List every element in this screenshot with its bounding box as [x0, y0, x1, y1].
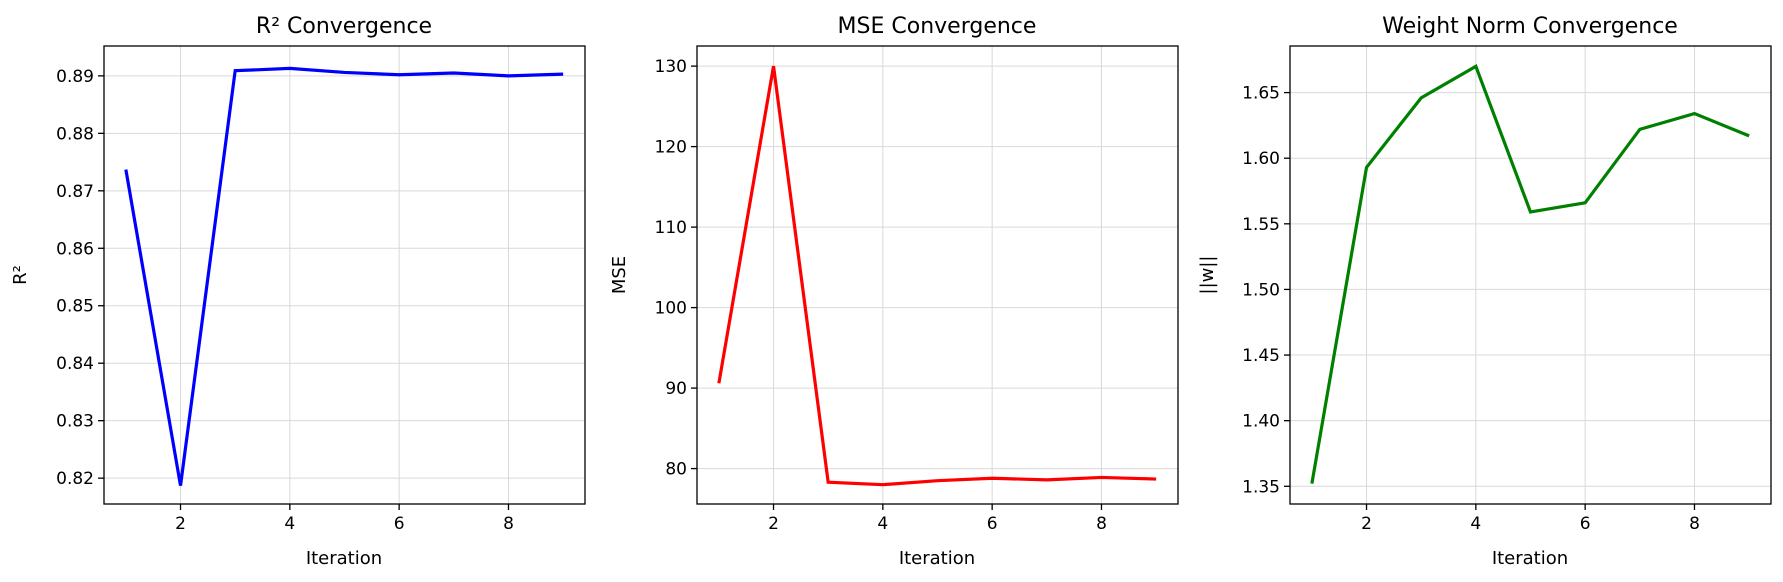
panel-mse-ytick-label-1: 90: [665, 379, 687, 399]
panel-mse-ylabel: MSE: [609, 256, 630, 294]
panel-r2-plot-area: 2 4 6 8 0.82 0.83 0.84 0.85 0.86 0.87 0.88 0.89: [56, 45, 586, 534]
panel-r2-ytick-label-6: 0.88: [56, 124, 94, 144]
panel-mse-ytick-label-4: 120: [655, 138, 687, 158]
panel-weight-norm-ylabel: ||w||: [1197, 256, 1218, 295]
panel-r2-ytick-label-3: 0.85: [56, 297, 94, 317]
panel-weight-norm-xtick-label-0: 2: [1361, 514, 1372, 534]
panel-weight-norm-ytick-label-5: 1.60: [1242, 149, 1280, 169]
panel-r2-xlabel: Iteration: [306, 548, 382, 569]
panel-mse-ytick-label-5: 130: [655, 57, 687, 77]
panel-mse-xtick-label-0: 2: [768, 514, 779, 534]
panel-weight-norm-plot-area: 2 4 6 8 1.35 1.40 1.45 1.50 1.55 1.60 1.65: [1242, 45, 1772, 534]
panel-weight-norm-series-line: [1310, 64, 1750, 484]
panel-r2-xtick-label-0: 2: [175, 514, 186, 534]
panel-weight-norm-ytick-label-4: 1.55: [1242, 215, 1280, 235]
panel-r2-ytick-label-7: 0.89: [56, 67, 94, 87]
panel-weight-norm-ytick-label-0: 1.35: [1242, 477, 1280, 497]
panel-mse-xtick-label-3: 8: [1096, 514, 1107, 534]
panel-weight-norm-xtick-label-3: 8: [1689, 514, 1700, 534]
panel-r2-xtick-label-3: 8: [503, 514, 514, 534]
panel-r2-ylabel: R²: [10, 265, 31, 285]
panel-weight-norm-xtick-label-2: 6: [1580, 514, 1591, 534]
panel-weight-norm-ytick-label-3: 1.50: [1242, 280, 1280, 300]
panel-weight-norm-xlabel: Iteration: [1492, 548, 1568, 569]
panel-mse-title: MSE Convergence: [838, 14, 1037, 39]
panel-mse-axes-frame: [696, 45, 1179, 505]
panel-r2-series-line: [124, 66, 564, 486]
panel-r2-ytick-label-2: 0.84: [56, 354, 94, 374]
panel-weight-norm-ytick-label-1: 1.40: [1242, 412, 1280, 432]
panel-weight-norm-title: Weight Norm Convergence: [1382, 14, 1678, 39]
panel-r2-title: R² Convergence: [256, 14, 432, 39]
panel-weight-norm: Weight Norm Convergence Iteration ||w|| …: [1197, 14, 1772, 569]
panel-r2-xtick-label-2: 6: [394, 514, 405, 534]
panel-mse-series-line: [717, 65, 1157, 487]
panel-mse-xtick-label-1: 4: [877, 514, 888, 534]
panel-weight-norm-ytick-label-6: 1.65: [1242, 84, 1280, 104]
panel-r2-xtick-label-1: 4: [284, 514, 295, 534]
panel-r2-ytick-label-5: 0.87: [56, 182, 94, 202]
panel-mse: MSE Convergence Iteration MSE 2 4 6 8 80 90 10…: [609, 14, 1179, 569]
panel-mse-plot-area: 2 4 6 8 80 90 100 110 120 130: [655, 45, 1179, 534]
panel-weight-norm-ytick-label-2: 1.45: [1242, 346, 1280, 366]
panel-r2-axes-frame: [103, 45, 586, 505]
panel-weight-norm-axes-frame: [1289, 45, 1772, 505]
panel-mse-ytick-label-3: 110: [655, 218, 687, 238]
panel-mse-xtick-label-2: 6: [987, 514, 998, 534]
panel-mse-ytick-label-0: 80: [665, 460, 687, 480]
panel-mse-xlabel: Iteration: [899, 548, 975, 569]
panel-weight-norm-xtick-label-1: 4: [1470, 514, 1481, 534]
panel-mse-ytick-label-2: 100: [655, 299, 687, 319]
panel-r2: R² Convergence Iteration R² 2 4 6 8 0.82 0.83…: [10, 14, 586, 569]
panel-r2-ytick-label-4: 0.86: [56, 239, 94, 259]
panel-r2-ytick-label-1: 0.83: [56, 412, 94, 432]
panel-r2-ytick-label-0: 0.82: [56, 469, 94, 489]
